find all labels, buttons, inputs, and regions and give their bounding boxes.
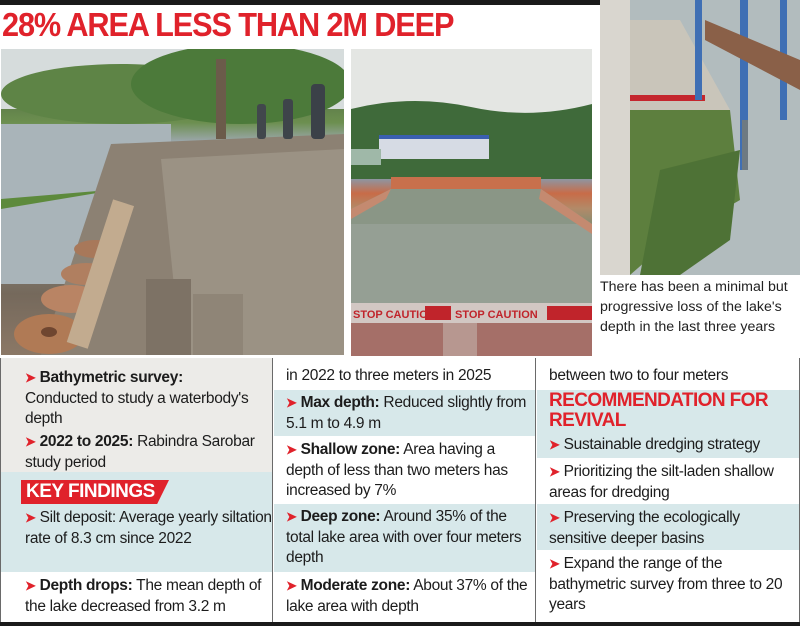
recommendation-item: ➤ Sustainable dredging strategy xyxy=(549,436,760,453)
bullet-arrow-icon: ➤ xyxy=(549,464,560,479)
moderate-zone-continuation: between two to four meters xyxy=(549,367,729,384)
headline: 28% AREA LESS THAN 2M DEEP xyxy=(2,6,454,43)
bottom-rule xyxy=(0,622,800,626)
pool-illustration: STOP CAUTION STOP CAUTION xyxy=(351,49,592,356)
left-border xyxy=(0,358,1,622)
recommendation-heading: RECOMMENDATION FOR REVIVAL xyxy=(549,390,769,431)
bullet-arrow-icon: ➤ xyxy=(549,510,560,525)
bullet-arrow-icon: ➤ xyxy=(25,370,36,385)
study-period-item: ➤ 2022 to 2025: Rabindra Sarobar study pe… xyxy=(25,433,255,471)
bullet-arrow-icon: ➤ xyxy=(25,434,36,449)
bullet-arrow-icon: ➤ xyxy=(549,556,560,571)
dried-pool-barricade-photo: STOP CAUTION STOP CAUTION xyxy=(351,49,592,356)
bullet-arrow-icon: ➤ xyxy=(549,437,560,452)
bullet-arrow-icon: ➤ xyxy=(286,509,297,524)
bullet-arrow-icon: ➤ xyxy=(286,395,297,410)
prioritizing-band xyxy=(537,458,799,504)
info-column-2: in 2022 to three meters in 2025 ➤ Max dep… xyxy=(274,358,536,622)
expand-survey-band xyxy=(537,550,799,622)
svg-text:STOP CAUTION: STOP CAUTION xyxy=(353,309,436,321)
jetty-illustration xyxy=(600,0,800,275)
mean-depth-continuation: in 2022 to three meters in 2025 xyxy=(286,367,492,384)
shallow-zone-band xyxy=(274,436,535,504)
info-column-3: between two to four meters RECOMMENDATIO… xyxy=(537,358,799,622)
info-column-1: ➤ Bathymetric survey: Conducted to study … xyxy=(1,358,273,622)
top-rule xyxy=(0,0,600,5)
silt-deposit-item: ➤ Silt deposit: Average yearly siltation … xyxy=(25,509,272,547)
bathymetric-survey-item: ➤ Bathymetric survey: Conducted to study … xyxy=(25,369,249,427)
recommendation-item: ➤ Prioritizing the silt-laden shallow are… xyxy=(549,463,774,501)
depth-drops-item: ➤ Depth drops: The mean depth of the lake… xyxy=(25,577,262,615)
moderate-zone-item: ➤ Moderate zone: About 37% of the lake ar… xyxy=(286,577,528,615)
deep-zone-item: ➤ Deep zone: Around 35% of the total lake… xyxy=(286,508,522,566)
bullet-arrow-icon: ➤ xyxy=(25,578,36,593)
bullet-arrow-icon: ➤ xyxy=(286,578,297,593)
tree-stumps-illustration xyxy=(1,49,344,355)
recommendation-item: ➤ Preserving the ecologically sensitive d… xyxy=(549,509,740,547)
intro-band xyxy=(1,358,272,472)
max-depth-item: ➤ Max depth: Reduced slightly from 5.1 m … xyxy=(286,394,527,432)
svg-text:STOP CAUTION: STOP CAUTION xyxy=(455,309,538,321)
deep-zone-band xyxy=(274,504,535,572)
photo-caption: There has been a minimal but progressive… xyxy=(600,275,800,355)
moderate-zone-band xyxy=(274,572,535,622)
recommendation-heading-band xyxy=(537,390,799,458)
shallow-zone-item: ➤ Shallow zone: Area having a depth of le… xyxy=(286,441,508,499)
preserving-band xyxy=(537,504,799,550)
max-depth-band xyxy=(274,390,535,436)
bullet-arrow-icon: ➤ xyxy=(286,442,297,457)
recommendation-item: ➤ Expand the range of the bathymetric sur… xyxy=(549,555,783,613)
key-findings-heading: KEY FINDINGS xyxy=(21,480,169,504)
depth-drops-band xyxy=(1,572,272,622)
jetty-water-reflection-photo xyxy=(600,0,800,275)
bullet-arrow-icon: ➤ xyxy=(25,510,36,525)
lakeside-tree-stumps-photo xyxy=(1,49,344,355)
